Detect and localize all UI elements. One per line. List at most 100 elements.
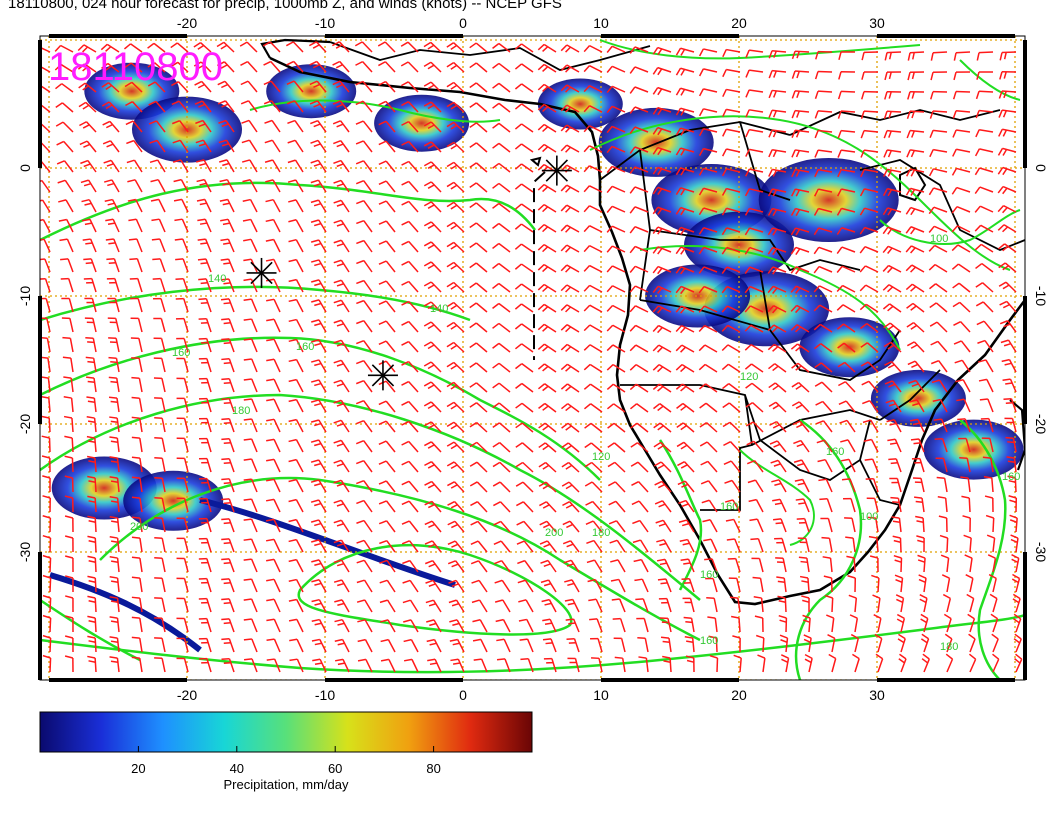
wind-barb: [844, 517, 856, 533]
contour-labels: 140 140 160 160 180 120 200 200 180 160 160 160 120 1…: [130, 233, 1020, 653]
wind-barb: [514, 283, 534, 293]
wind-barb: [837, 342, 856, 353]
wind-barb: [378, 460, 396, 473]
wind-barb: [355, 140, 373, 153]
lon-tick-label-bottom: 30: [869, 687, 885, 703]
wind-barb: [887, 438, 902, 453]
wind-barb: [401, 240, 419, 253]
wind-barb: [791, 149, 810, 158]
wind-barb: [131, 516, 143, 533]
wind-barb: [654, 480, 672, 493]
wind-barb: [951, 167, 971, 176]
wind-barb: [220, 258, 235, 273]
wind-barb: [221, 618, 235, 633]
wind-barb: [959, 457, 971, 473]
lon-tick-label-bottom: 10: [593, 687, 609, 703]
wind-barb: [356, 319, 373, 333]
contour-line: [794, 418, 863, 680]
wind-barb: [285, 41, 304, 53]
wind-barb: [86, 396, 97, 413]
wind-barb: [702, 519, 718, 533]
wind-barb: [287, 139, 304, 153]
wind-barb: [446, 421, 465, 433]
wind-barb: [907, 71, 925, 81]
wind-barb: [469, 42, 488, 53]
wind-barb: [492, 441, 511, 453]
lat-tick-label-left: 0: [17, 164, 33, 172]
wind-barb: [652, 364, 672, 373]
wind-barb: [540, 559, 557, 573]
colorbar-tick-label: 80: [426, 761, 440, 776]
contour-label: 160: [700, 635, 718, 647]
wind-barb: [378, 80, 396, 93]
wind-barb: [221, 318, 235, 333]
wind-barb: [956, 398, 971, 413]
wind-barb: [909, 399, 925, 413]
colorbar-tick-label: 40: [230, 761, 244, 776]
wind-barb: [1011, 554, 1020, 573]
wind-barb: [108, 337, 120, 353]
wind-barb: [198, 278, 212, 293]
wind-barb: [963, 534, 972, 553]
wind-barb: [287, 179, 304, 193]
wind-barb: [769, 440, 787, 453]
wind-barb: [814, 362, 833, 373]
wind-barb: [883, 149, 902, 158]
wind-barb: [906, 341, 925, 353]
wind-barb: [698, 363, 718, 373]
wind-barb: [915, 515, 925, 533]
wind-barb: [124, 62, 143, 73]
wind-barb: [424, 500, 442, 513]
wind-barb: [629, 206, 649, 214]
wind-barb: [79, 121, 97, 133]
wind-barb: [266, 338, 281, 353]
wind-barb: [629, 66, 649, 74]
wind-barb: [920, 613, 929, 633]
wind-barb: [173, 178, 189, 193]
wind-barb: [790, 266, 810, 275]
contour-label: 100: [860, 511, 878, 523]
nw-africa-coastline: [260, 38, 331, 59]
wind-barb: [446, 401, 465, 413]
wind-barb: [979, 398, 994, 413]
contour-label: 200: [545, 527, 563, 539]
wind-barb: [745, 128, 764, 138]
wind-barb: [859, 303, 879, 313]
wind-barb: [999, 300, 1017, 313]
wind-barb: [633, 558, 649, 573]
wind-barb: [611, 598, 626, 613]
wind-barb: [767, 305, 787, 314]
wind-barb: [149, 139, 166, 153]
wind-barb: [124, 81, 143, 93]
wind-barb: [492, 122, 511, 133]
wind-barb: [607, 481, 626, 493]
wind-barb: [198, 597, 212, 613]
wind-barb: [1001, 358, 1017, 373]
wind-barb: [403, 619, 419, 633]
wind-barb: [378, 520, 396, 533]
wind-barb: [266, 398, 281, 413]
wind-barb: [930, 340, 948, 353]
wind-barb: [514, 103, 534, 113]
wind-barb: [698, 285, 718, 294]
wind-barb: [560, 324, 580, 333]
wind-barb: [514, 83, 534, 93]
wind-barb: [767, 324, 787, 333]
wind-barb: [447, 481, 465, 493]
wind-barb: [698, 108, 718, 117]
wind-barb: [469, 242, 488, 253]
wind-barb: [744, 344, 764, 353]
wind-barb: [652, 383, 672, 393]
wind-barb: [42, 554, 52, 573]
wind-barb: [770, 459, 787, 473]
wind-barb: [721, 285, 741, 294]
wind-barb: [888, 458, 902, 473]
wind-barb: [864, 458, 879, 473]
wind-barb: [767, 285, 787, 294]
high-center-marker: [541, 155, 572, 186]
wind-barb: [634, 578, 649, 593]
wind-barb: [678, 499, 695, 513]
wind-barb: [560, 304, 580, 313]
wind-barb: [768, 401, 787, 413]
wind-barb: [242, 218, 258, 233]
